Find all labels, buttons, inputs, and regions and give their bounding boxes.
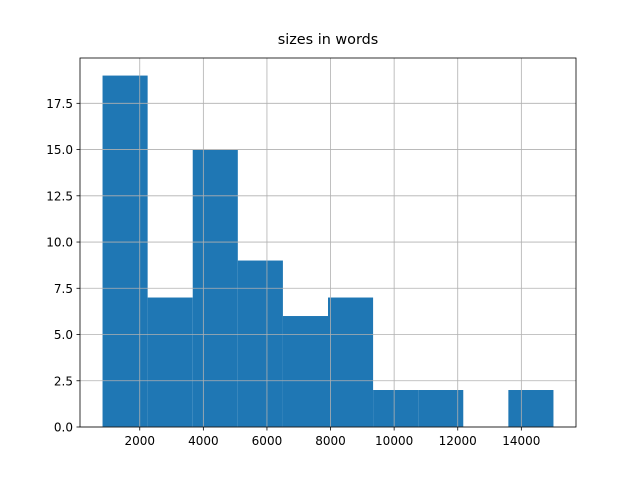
chart-title: sizes in words	[278, 32, 379, 48]
bar	[102, 75, 148, 428]
bar	[282, 316, 328, 427]
x-tick-label: 2000	[124, 434, 155, 448]
plot-frame	[79, 57, 577, 428]
bar	[508, 390, 554, 427]
x-tick-label: 6000	[252, 434, 283, 448]
y-tick-label: 10.0	[46, 236, 73, 250]
bar	[328, 297, 374, 427]
x-tick-label: 14000	[502, 434, 540, 448]
y-tick-label: 17.5	[46, 97, 73, 111]
y-tick-label: 15.0	[46, 143, 73, 157]
y-tick-label: 0.0	[54, 421, 73, 435]
x-tick-label: 12000	[439, 434, 477, 448]
x-tick-label: 4000	[188, 434, 219, 448]
bar	[373, 390, 419, 427]
bar	[418, 390, 464, 427]
x-tick-label: 10000	[375, 434, 413, 448]
y-tick-label: 12.5	[46, 189, 73, 203]
y-tick-label: 2.5	[54, 374, 73, 388]
bar	[147, 297, 193, 427]
y-tick-label: 7.5	[54, 282, 73, 296]
bar	[237, 260, 283, 427]
x-tick-label: 8000	[315, 434, 346, 448]
y-tick-label: 5.0	[54, 328, 73, 342]
